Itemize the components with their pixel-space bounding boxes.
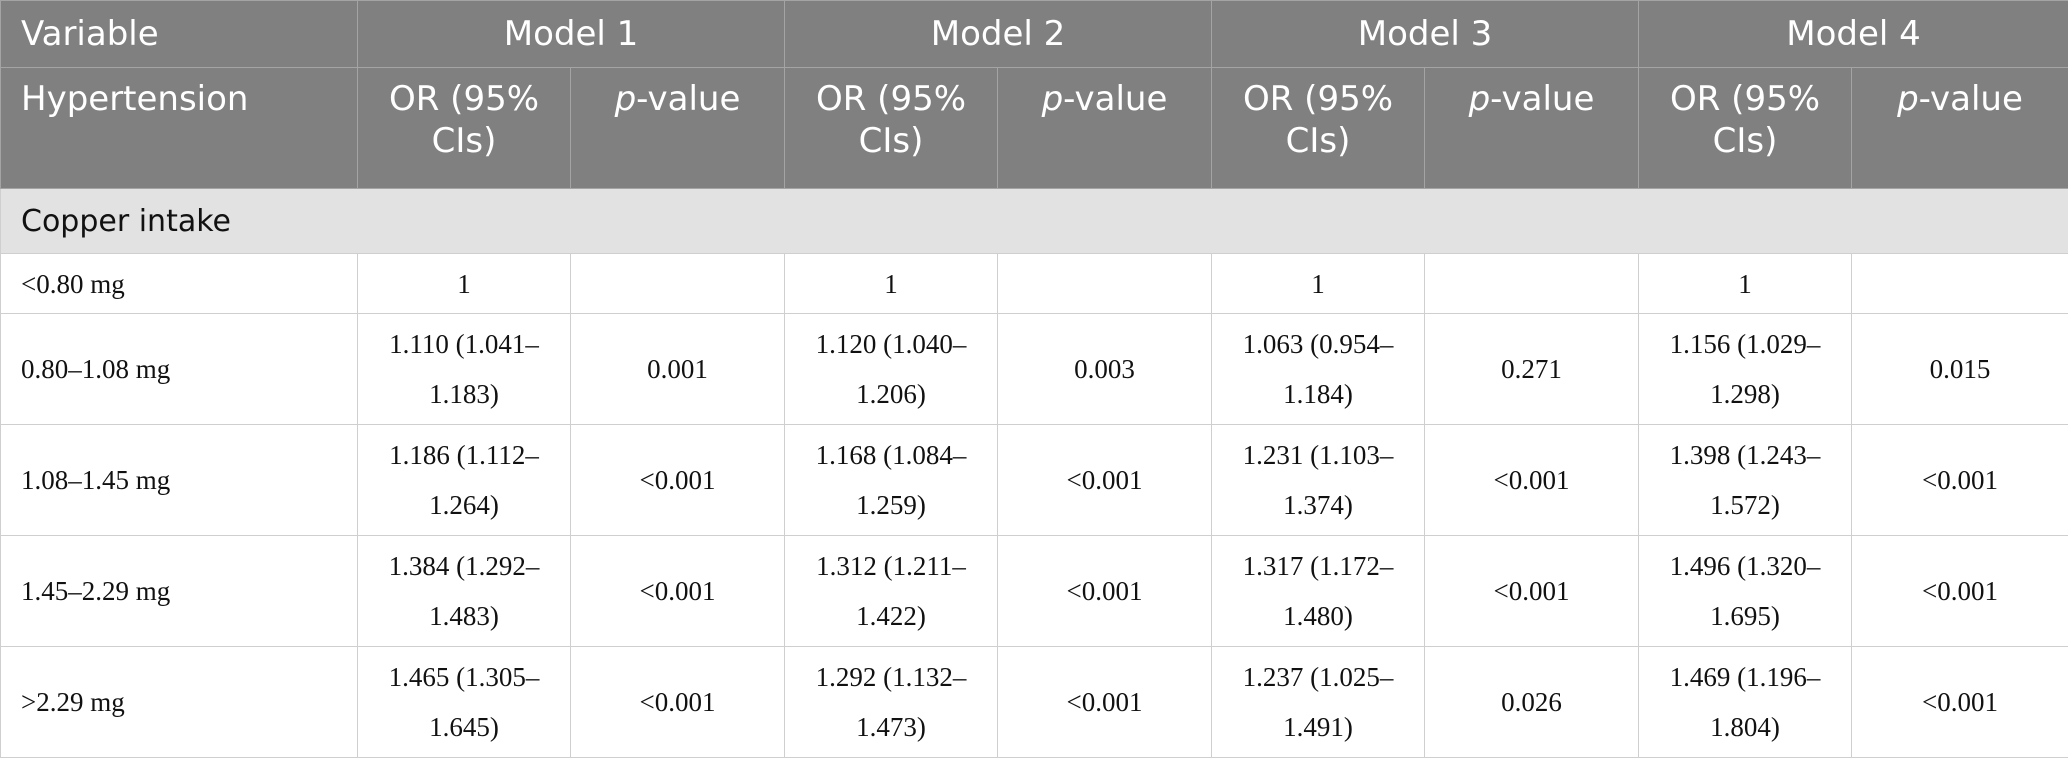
section-title: Copper intake — [0, 188, 2068, 254]
p-cell: 0.001 — [570, 313, 785, 425]
p-suffix: -value — [1063, 79, 1168, 119]
or-value: 1.237 (1.025–1.491) — [1242, 662, 1394, 742]
table-row: 1.45–2.29 mg 1.384 (1.292–1.483) <0.001 … — [0, 535, 2068, 647]
model-4-header: Model 4 — [1638, 0, 2068, 68]
or-cell: 1 — [357, 253, 571, 314]
or-value: 1.186 (1.112–1.264) — [389, 440, 539, 520]
p-cell: <0.001 — [570, 424, 785, 536]
p-cell: <0.001 — [1851, 535, 2068, 647]
or-cell: 1 — [1211, 253, 1425, 314]
row-label: <0.80 mg — [0, 253, 358, 314]
or-header: OR (95% CIs) — [1211, 67, 1425, 189]
p-cell: <0.001 — [1851, 646, 2068, 758]
or-value: 1.465 (1.305–1.645) — [388, 662, 540, 742]
or-header: OR (95% CIs) — [784, 67, 998, 189]
model-2-header: Model 2 — [784, 0, 1212, 68]
table-header: Variable Model 1 Model 2 Model 3 Model 4… — [0, 0, 2068, 189]
row-label: 1.08–1.45 mg — [0, 424, 358, 536]
row-label: 0.80–1.08 mg — [0, 313, 358, 425]
p-suffix: -value — [636, 79, 741, 119]
model-3-header: Model 3 — [1211, 0, 1639, 68]
p-cell: <0.001 — [997, 424, 1212, 536]
or-cell: 1.237 (1.025–1.491) — [1211, 646, 1425, 758]
section-row: Copper intake — [0, 188, 2068, 254]
p-cell: 0.003 — [997, 313, 1212, 425]
or-value: 1.317 (1.172–1.480) — [1242, 551, 1394, 631]
header-row-models: Variable Model 1 Model 2 Model 3 Model 4 — [0, 0, 2068, 68]
or-cell: 1.469 (1.196–1.804) — [1638, 646, 1852, 758]
p-value-header: p-value — [570, 67, 785, 189]
or-value: 1.156 (1.029–1.298) — [1669, 329, 1821, 409]
p-cell: <0.001 — [1851, 424, 2068, 536]
or-value: 1.063 (0.954–1.184) — [1242, 329, 1394, 409]
table-row: 1.08–1.45 mg 1.186 (1.112–1.264) <0.001 … — [0, 424, 2068, 536]
p-cell: 0.026 — [1424, 646, 1639, 758]
p-cell: <0.001 — [997, 646, 1212, 758]
p-italic: p — [1041, 79, 1064, 119]
p-cell: <0.001 — [570, 535, 785, 647]
or-value: 1.469 (1.196–1.804) — [1669, 662, 1821, 742]
or-header: OR (95% CIs) — [357, 67, 571, 189]
or-header: OR (95% CIs) — [1638, 67, 1852, 189]
model-1-header: Model 1 — [357, 0, 785, 68]
or-cell: 1 — [1638, 253, 1852, 314]
or-value: 1.168 (1.084–1.259) — [815, 440, 967, 520]
p-cell — [1851, 253, 2068, 314]
p-cell: <0.001 — [570, 646, 785, 758]
or-cell: 1.168 (1.084–1.259) — [784, 424, 998, 536]
or-value: 1.496 (1.320–1.695) — [1669, 551, 1821, 631]
or-value: 1.231 (1.103–1.374) — [1242, 440, 1394, 520]
p-cell: <0.001 — [1424, 424, 1639, 536]
or-cell: 1.292 (1.132–1.473) — [784, 646, 998, 758]
p-suffix: -value — [1918, 79, 2023, 119]
row-label: >2.29 mg — [0, 646, 358, 758]
p-cell — [570, 253, 785, 314]
p-cell: 0.271 — [1424, 313, 1639, 425]
table-row: <0.80 mg 1 1 1 1 — [0, 253, 2068, 314]
p-italic: p — [1468, 79, 1491, 119]
p-value-header: p-value — [1424, 67, 1639, 189]
or-cell: 1.465 (1.305–1.645) — [357, 646, 571, 758]
row-label: 1.45–2.29 mg — [0, 535, 358, 647]
or-header-text: OR (95% CIs) — [815, 79, 967, 161]
header-row-stats: Hypertension OR (95% CIs) p-value OR (95… — [0, 67, 2068, 189]
p-cell: <0.001 — [997, 535, 1212, 647]
p-value-header: p-value — [1851, 67, 2068, 189]
or-cell: 1.063 (0.954–1.184) — [1211, 313, 1425, 425]
or-header-text: OR (95% CIs) — [1669, 79, 1821, 161]
or-cell: 1.186 (1.112–1.264) — [357, 424, 571, 536]
or-value: 1.398 (1.243–1.572) — [1669, 440, 1821, 520]
table-row: 0.80–1.08 mg 1.110 (1.041–1.183) 0.001 1… — [0, 313, 2068, 425]
or-value: 1.312 (1.211–1.422) — [816, 551, 966, 631]
or-header-text: OR (95% CIs) — [388, 79, 540, 161]
or-cell: 1.496 (1.320–1.695) — [1638, 535, 1852, 647]
p-cell — [1424, 253, 1639, 314]
or-cell: 1.110 (1.041–1.183) — [357, 313, 571, 425]
or-cell: 1.231 (1.103–1.374) — [1211, 424, 1425, 536]
or-cell: 1.312 (1.211–1.422) — [784, 535, 998, 647]
variable-header: Variable — [0, 0, 358, 68]
or-cell: 1.384 (1.292–1.483) — [357, 535, 571, 647]
or-cell: 1.120 (1.040–1.206) — [784, 313, 998, 425]
or-value: 1.384 (1.292–1.483) — [388, 551, 540, 631]
or-value: 1.120 (1.040–1.206) — [815, 329, 967, 409]
p-cell: 0.015 — [1851, 313, 2068, 425]
table-body: Copper intake <0.80 mg 1 1 1 1 0.80–1.08… — [0, 188, 2068, 758]
or-cell: 1.398 (1.243–1.572) — [1638, 424, 1852, 536]
or-header-text: OR (95% CIs) — [1242, 79, 1394, 161]
outcome-header: Hypertension — [0, 67, 358, 189]
p-cell — [997, 253, 1212, 314]
p-italic: p — [1897, 79, 1919, 119]
or-value: 1.110 (1.041–1.183) — [389, 329, 539, 409]
table-row: >2.29 mg 1.465 (1.305–1.645) <0.001 1.29… — [0, 646, 2068, 758]
or-cell: 1.156 (1.029–1.298) — [1638, 313, 1852, 425]
or-cell: 1.317 (1.172–1.480) — [1211, 535, 1425, 647]
p-value-header: p-value — [997, 67, 1212, 189]
p-italic: p — [614, 79, 637, 119]
or-cell: 1 — [784, 253, 998, 314]
or-value: 1.292 (1.132–1.473) — [815, 662, 967, 742]
p-suffix: -value — [1490, 79, 1595, 119]
p-cell: <0.001 — [1424, 535, 1639, 647]
